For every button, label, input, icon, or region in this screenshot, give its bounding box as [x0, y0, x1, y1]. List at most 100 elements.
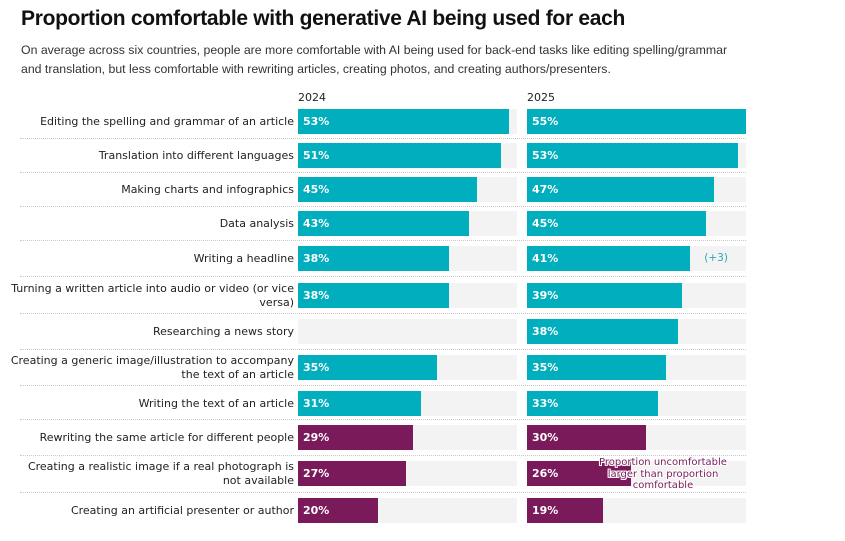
category-label: Creating a generic image/illustration to… [9, 349, 294, 386]
bar-track-2025: 19% [527, 498, 746, 523]
category-label-text: Data analysis [219, 216, 294, 230]
bar-2025 [527, 177, 715, 202]
category-label: Creating an artificial presenter or auth… [9, 492, 294, 529]
bar-track-2025: 33% [527, 391, 746, 416]
data-label: 38% [303, 289, 330, 302]
category-label: Creating a realistic image if a real pho… [9, 455, 294, 492]
category-label-text: Writing a headline [193, 251, 294, 265]
bar-track-2025: 55% [527, 109, 746, 134]
data-label: 29% [303, 431, 330, 444]
data-label: 41% [532, 252, 559, 265]
bar-track-2024: 27% [298, 461, 517, 486]
row-separator [20, 385, 746, 386]
bar-2024 [298, 461, 406, 486]
category-label: Making charts and infographics [9, 171, 294, 208]
bar-track-2025: 53% [527, 143, 746, 168]
bar-track-2024: 51% [298, 143, 517, 168]
category-label-text: Writing the text of an article [138, 396, 294, 410]
bar-track-2025: 38% [527, 319, 746, 344]
data-label: 38% [532, 325, 559, 338]
bar-track-2024: 29% [298, 425, 517, 450]
category-label: Writing the text of an article [9, 385, 294, 422]
data-label: 45% [532, 217, 559, 230]
chart-subtitle: On average across six countries, people … [21, 43, 728, 76]
bar-track-2025: 47% [527, 177, 746, 202]
data-label: 47% [532, 183, 559, 196]
row-separator [20, 276, 746, 277]
bar-track-2024 [298, 319, 517, 344]
data-label: 26% [532, 467, 559, 480]
bar-track-2024: 20% [298, 498, 517, 523]
data-label: 30% [532, 431, 559, 444]
bar-2024 [298, 246, 450, 271]
bar-track-2025: 30% [527, 425, 746, 450]
bar-2024 [298, 143, 502, 168]
category-label-text: Making charts and infographics [121, 182, 294, 196]
bar-track-2025: 35% [527, 355, 746, 380]
data-label: 19% [532, 504, 559, 517]
bar-2025 [527, 246, 691, 271]
bar-2024 [298, 355, 438, 380]
bar-2025 [527, 391, 659, 416]
bar-track-2024: 45% [298, 177, 517, 202]
bar-track-2024: 38% [298, 246, 517, 271]
data-label: 53% [303, 115, 330, 128]
data-label: 43% [303, 217, 330, 230]
data-label: 27% [303, 467, 330, 480]
bar-track-2025: 45% [527, 211, 746, 236]
category-label-text: Rewriting the same article for different… [39, 430, 294, 444]
data-label: 51% [303, 149, 330, 162]
bar-track-2025: 41% (+3) [527, 246, 746, 271]
bar-2025 [527, 425, 647, 450]
row-separator [20, 492, 746, 493]
bar-2025 [527, 211, 707, 236]
row-separator [20, 172, 746, 173]
row-separator [20, 455, 746, 456]
row-separator [20, 349, 746, 350]
bar-2025 [527, 461, 631, 486]
series-header-2024: 2024 [298, 91, 326, 104]
data-label: 38% [303, 252, 330, 265]
category-label: Turning a written article into audio or … [9, 277, 294, 314]
category-label: Editing the spelling and grammar of an a… [9, 103, 294, 140]
chart-title: Proportion comfortable with generative A… [21, 7, 626, 30]
bar-track-2024: 38% [298, 283, 517, 308]
data-label: 35% [303, 361, 330, 374]
annotation-uncomfortable: Proportion uncomfortable larger than pro… [599, 457, 727, 491]
category-label-text: Creating an artificial presenter or auth… [70, 503, 294, 517]
data-label: 39% [532, 289, 559, 302]
row-separator [20, 313, 746, 314]
category-label: Translation into different languages [9, 137, 294, 174]
category-label-text: Creating a generic image/illustration to… [10, 353, 294, 381]
bar-track-2024: 31% [298, 391, 517, 416]
data-label: 53% [532, 149, 559, 162]
series-header-2025: 2025 [527, 91, 555, 104]
category-label: Data analysis [9, 205, 294, 242]
bar-track-2024: 43% [298, 211, 517, 236]
category-label-text: Translation into different languages [98, 148, 294, 162]
data-label: 45% [303, 183, 330, 196]
bar-track-2024: 35% [298, 355, 517, 380]
bar-2024 [298, 109, 510, 134]
data-label: 33% [532, 397, 559, 410]
bar-2025 [527, 498, 603, 523]
row-separator [20, 419, 746, 420]
bar-2024 [298, 391, 422, 416]
data-label: 31% [303, 397, 330, 410]
data-label: 35% [532, 361, 559, 374]
category-label: Rewriting the same article for different… [9, 419, 294, 456]
data-label: 55% [532, 115, 559, 128]
category-label-text: Editing the spelling and grammar of an a… [40, 114, 294, 128]
bar-2025 [527, 319, 679, 344]
category-label-text: Researching a news story [153, 324, 294, 338]
bar-2024 [298, 177, 478, 202]
bar-2024 [298, 498, 378, 523]
bar-2025 [527, 283, 683, 308]
data-label: 20% [303, 504, 330, 517]
row-separator [20, 240, 746, 241]
category-label-text: Creating a realistic image if a real pho… [27, 459, 294, 487]
category-label: Writing a headline [9, 240, 294, 277]
bar-track-2025: 39% [527, 283, 746, 308]
bar-2025 [527, 109, 746, 134]
